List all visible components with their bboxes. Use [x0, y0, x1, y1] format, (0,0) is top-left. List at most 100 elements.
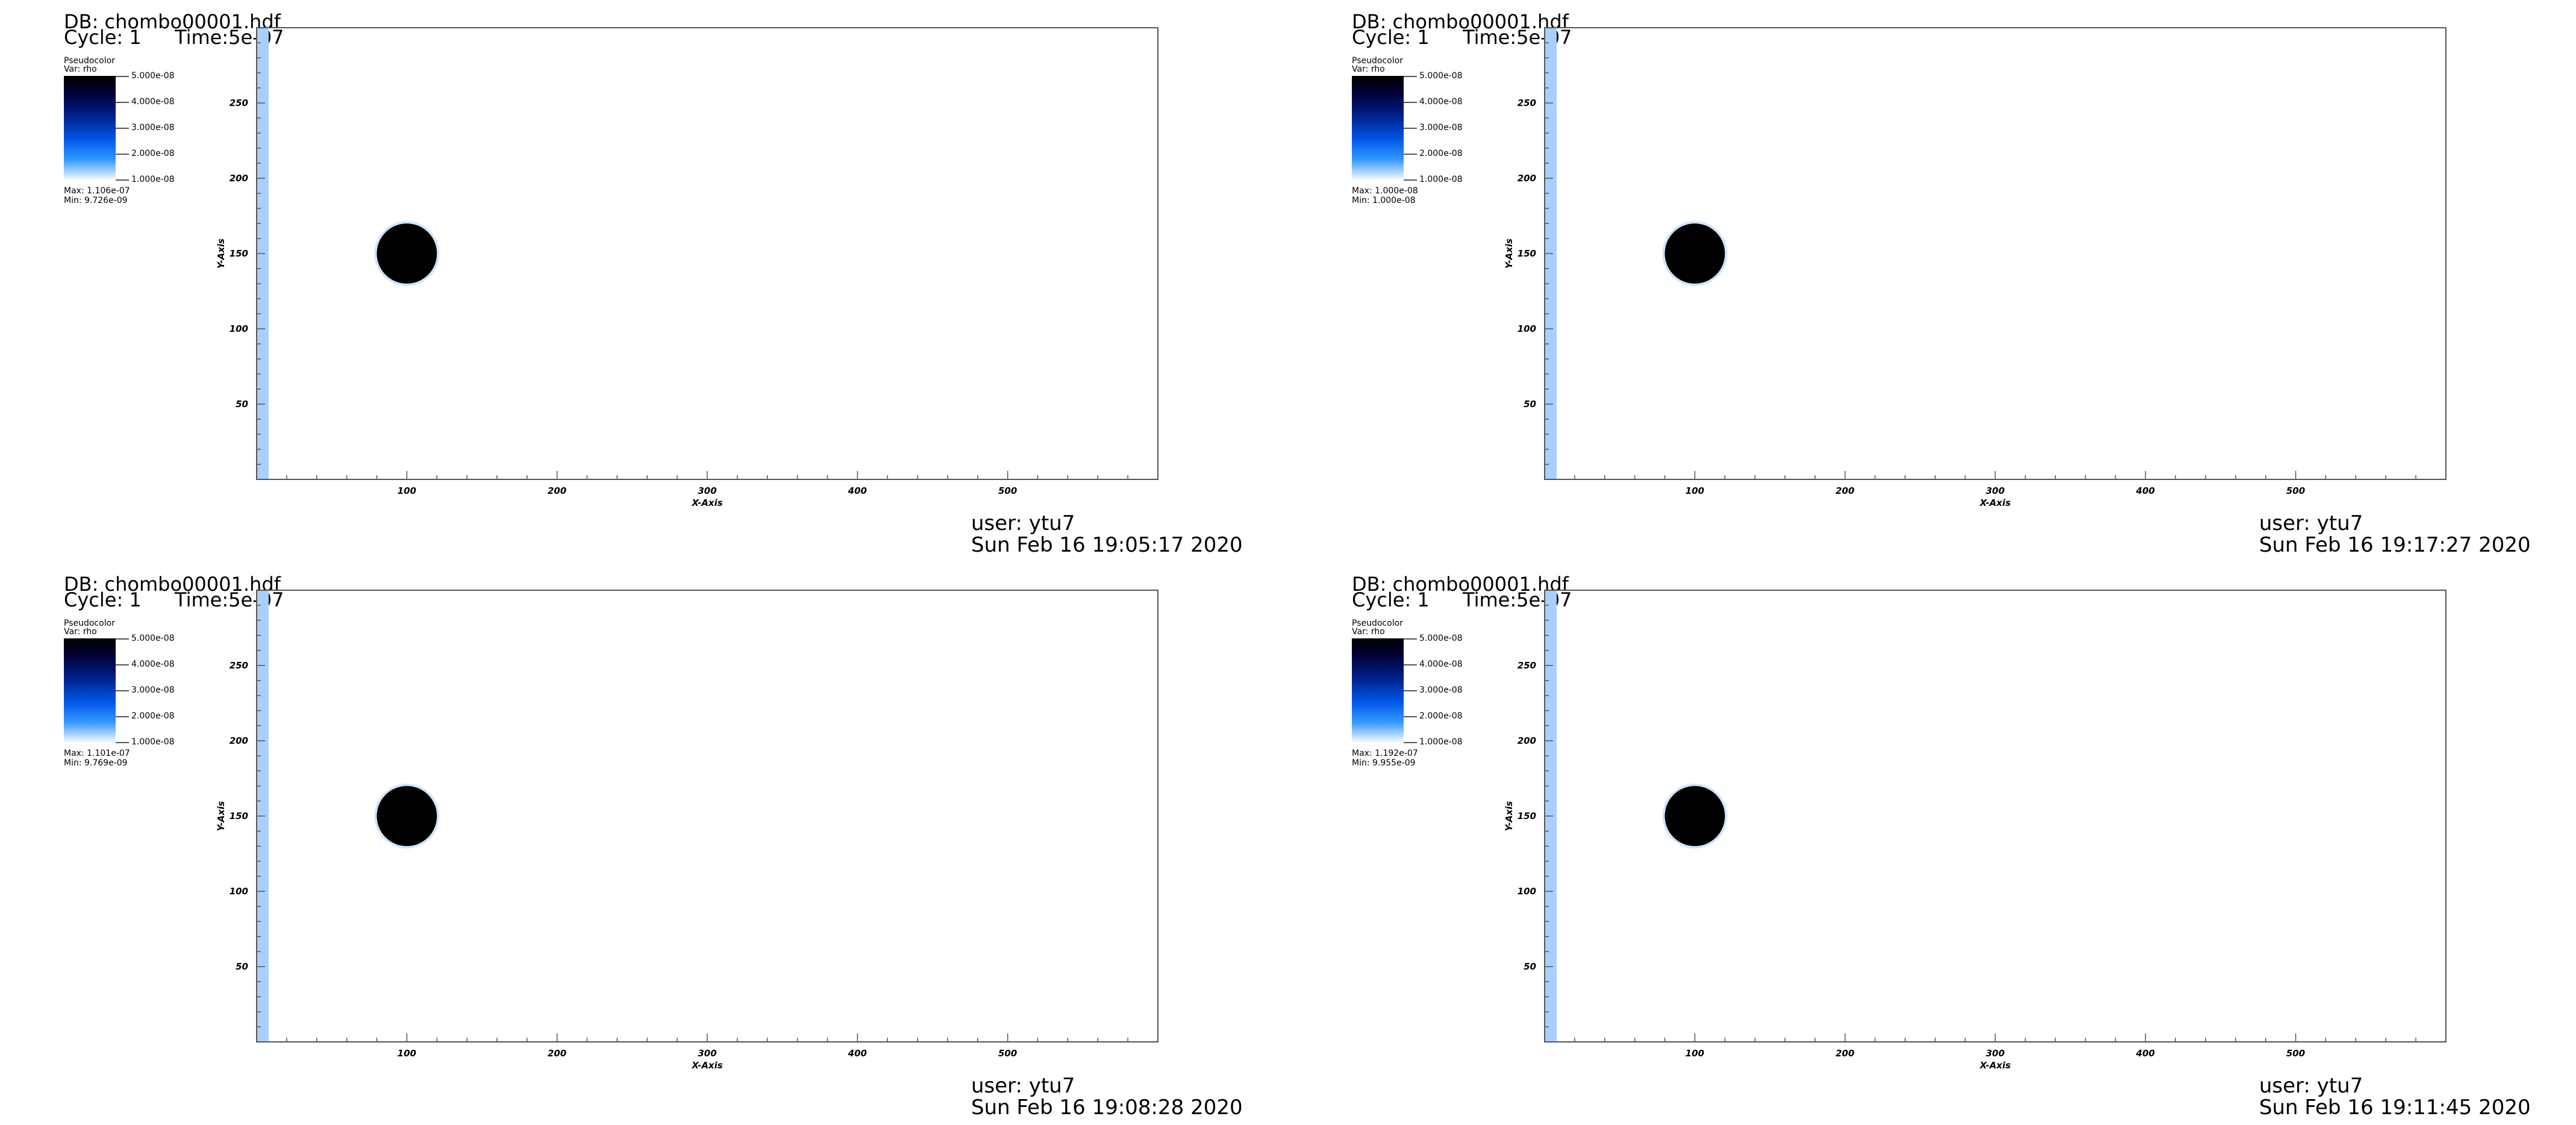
- x-tick-label: 300: [698, 1048, 716, 1059]
- y-tick-label: 250: [1518, 660, 1536, 671]
- y-tick-label: 200: [1518, 735, 1536, 746]
- x-axis-title: X-Axis: [691, 497, 722, 508]
- colorbar-tick: [116, 664, 129, 665]
- legend-max: Max: 1.192e-07: [1352, 749, 1418, 758]
- colorbar: [1352, 76, 1404, 181]
- x-tick-label: 300: [1986, 1048, 2004, 1059]
- colorbar-tick: [116, 102, 129, 103]
- x-tick-label: 200: [548, 485, 566, 496]
- x-tick-label: 400: [848, 485, 867, 496]
- density-disk: [1665, 786, 1725, 846]
- legend-max: Max: 1.106e-07: [64, 186, 130, 196]
- x-tick-label: 100: [398, 1048, 416, 1059]
- colorbar-tick: [116, 154, 129, 155]
- cycle-label: Cycle: 1: [1352, 26, 1430, 49]
- colorbar-tick-label: 5.000e-08: [131, 634, 175, 643]
- user-label: user: ytu7: [2259, 1074, 2363, 1098]
- colorbar-tick: [116, 638, 129, 640]
- colorbar-tick-label: 3.000e-08: [1419, 123, 1463, 132]
- x-tick-label: 400: [848, 1048, 867, 1059]
- colorbar-tick-label: 5.000e-08: [1419, 634, 1463, 643]
- y-tick-label: 250: [230, 98, 248, 108]
- y-tick-label: 100: [230, 886, 248, 897]
- date-label: Sun Feb 16 19:17:27 2020: [2259, 533, 2531, 557]
- colorbar-tick-label: 4.000e-08: [1419, 659, 1463, 669]
- density-disk: [1665, 223, 1725, 284]
- colorbar-tick: [1404, 664, 1417, 665]
- colorbar-tick-label: 3.000e-08: [131, 123, 175, 132]
- legend-min: Min: 9.955e-09: [1352, 758, 1416, 768]
- cycle-label: Cycle: 1: [64, 588, 142, 611]
- colorbar-tick-label: 1.000e-08: [131, 175, 175, 184]
- legend-min: Min: 1.000e-08: [1352, 196, 1416, 205]
- colorbar-tick: [1404, 742, 1417, 743]
- colorbar-tick: [116, 716, 129, 717]
- colorbar-tick-label: 4.000e-08: [1419, 97, 1463, 107]
- user-label: user: ytu7: [971, 1074, 1075, 1098]
- colorbar-tick: [1404, 716, 1417, 717]
- colorbar-tick-label: 3.000e-08: [131, 685, 175, 695]
- date-label: Sun Feb 16 19:11:45 2020: [2259, 1095, 2531, 1120]
- legend-variable: Var: rho: [64, 627, 97, 637]
- y-axis-title: Y-Axis: [1504, 238, 1515, 269]
- colorbar-tick: [116, 742, 129, 743]
- colorbar-tick-label: 2.000e-08: [1419, 711, 1463, 721]
- y-tick-label: 200: [230, 173, 248, 184]
- y-tick-label: 150: [1518, 811, 1536, 821]
- cycle-label: Cycle: 1: [64, 26, 142, 49]
- colorbar-tick-label: 1.000e-08: [131, 737, 175, 747]
- x-tick-label: 200: [548, 1048, 566, 1059]
- database-label: DB: chombo00001.hdf: [64, 10, 281, 33]
- x-tick-label: 100: [1686, 1048, 1704, 1059]
- y-tick-label: 250: [1518, 98, 1536, 108]
- colorbar: [64, 76, 116, 181]
- colorbar-tick-label: 1.000e-08: [1419, 737, 1463, 747]
- x-tick-label: 300: [698, 485, 716, 496]
- density-disk: [377, 786, 437, 846]
- date-label: Sun Feb 16 19:08:28 2020: [971, 1095, 1243, 1120]
- colorbar-tick-label: 5.000e-08: [1419, 71, 1463, 81]
- database-label: DB: chombo00001.hdf: [1352, 573, 1569, 596]
- x-tick-label: 500: [998, 485, 1017, 496]
- colorbar: [1352, 638, 1404, 743]
- x-tick-label: 200: [1836, 485, 1854, 496]
- x-tick-label: 100: [1686, 485, 1704, 496]
- x-axis-title: X-Axis: [1979, 1060, 2010, 1071]
- x-tick-label: 500: [2286, 485, 2305, 496]
- legend-max: Max: 1.000e-08: [1352, 186, 1418, 196]
- colorbar-tick: [1404, 638, 1417, 640]
- colorbar-tick: [1404, 128, 1417, 129]
- user-label: user: ytu7: [971, 511, 1075, 535]
- y-axis-title: Y-Axis: [216, 801, 227, 831]
- colorbar: [64, 638, 116, 743]
- plot-area: 100 200 300 400 500 50 100 150 200 250 X-Axis Y-Axi…: [1504, 27, 2446, 508]
- y-tick-label: 150: [230, 248, 248, 259]
- y-tick-label: 50: [236, 399, 248, 410]
- legend-variable: Var: rho: [1352, 64, 1385, 74]
- plot-area: 100 200 300 400 500 50 100 150 200 250 X-Axis Y-Axi…: [216, 27, 1158, 508]
- colorbar-tick-label: 4.000e-08: [131, 659, 175, 669]
- legend-title: Pseudocolor: [64, 619, 115, 628]
- y-tick-label: 150: [1518, 248, 1536, 259]
- y-tick-label: 150: [230, 811, 248, 821]
- database-label: DB: chombo00001.hdf: [1352, 10, 1569, 33]
- legend-min: Min: 9.726e-09: [64, 196, 128, 205]
- y-tick-label: 250: [230, 660, 248, 671]
- database-label: DB: chombo00001.hdf: [64, 573, 281, 596]
- colorbar-tick: [1404, 179, 1417, 181]
- legend-min: Min: 9.769e-09: [64, 758, 128, 768]
- visit-plot-panel: DB: chombo00001.hdf Cycle: 1 Time:5e-07 …: [0, 562, 1288, 1125]
- y-tick-label: 50: [1524, 961, 1536, 972]
- colorbar-tick-label: 2.000e-08: [1419, 149, 1463, 158]
- legend-variable: Var: rho: [64, 64, 97, 74]
- x-axis-title: X-Axis: [1979, 497, 2010, 508]
- legend-title: Pseudocolor: [1352, 56, 1403, 66]
- colorbar-tick-label: 3.000e-08: [1419, 685, 1463, 695]
- legend-title: Pseudocolor: [64, 56, 115, 66]
- colorbar-tick: [1404, 690, 1417, 691]
- visit-plot-panel: DB: chombo00001.hdf Cycle: 1 Time:5e-07 …: [1288, 0, 2576, 562]
- plot-area: 100 200 300 400 500 50 100 150 200 250 X-Axis Y-Axi…: [1504, 590, 2446, 1071]
- colorbar-tick-label: 1.000e-08: [1419, 175, 1463, 184]
- x-tick-label: 300: [1986, 485, 2004, 496]
- colorbar-tick-label: 2.000e-08: [131, 711, 175, 721]
